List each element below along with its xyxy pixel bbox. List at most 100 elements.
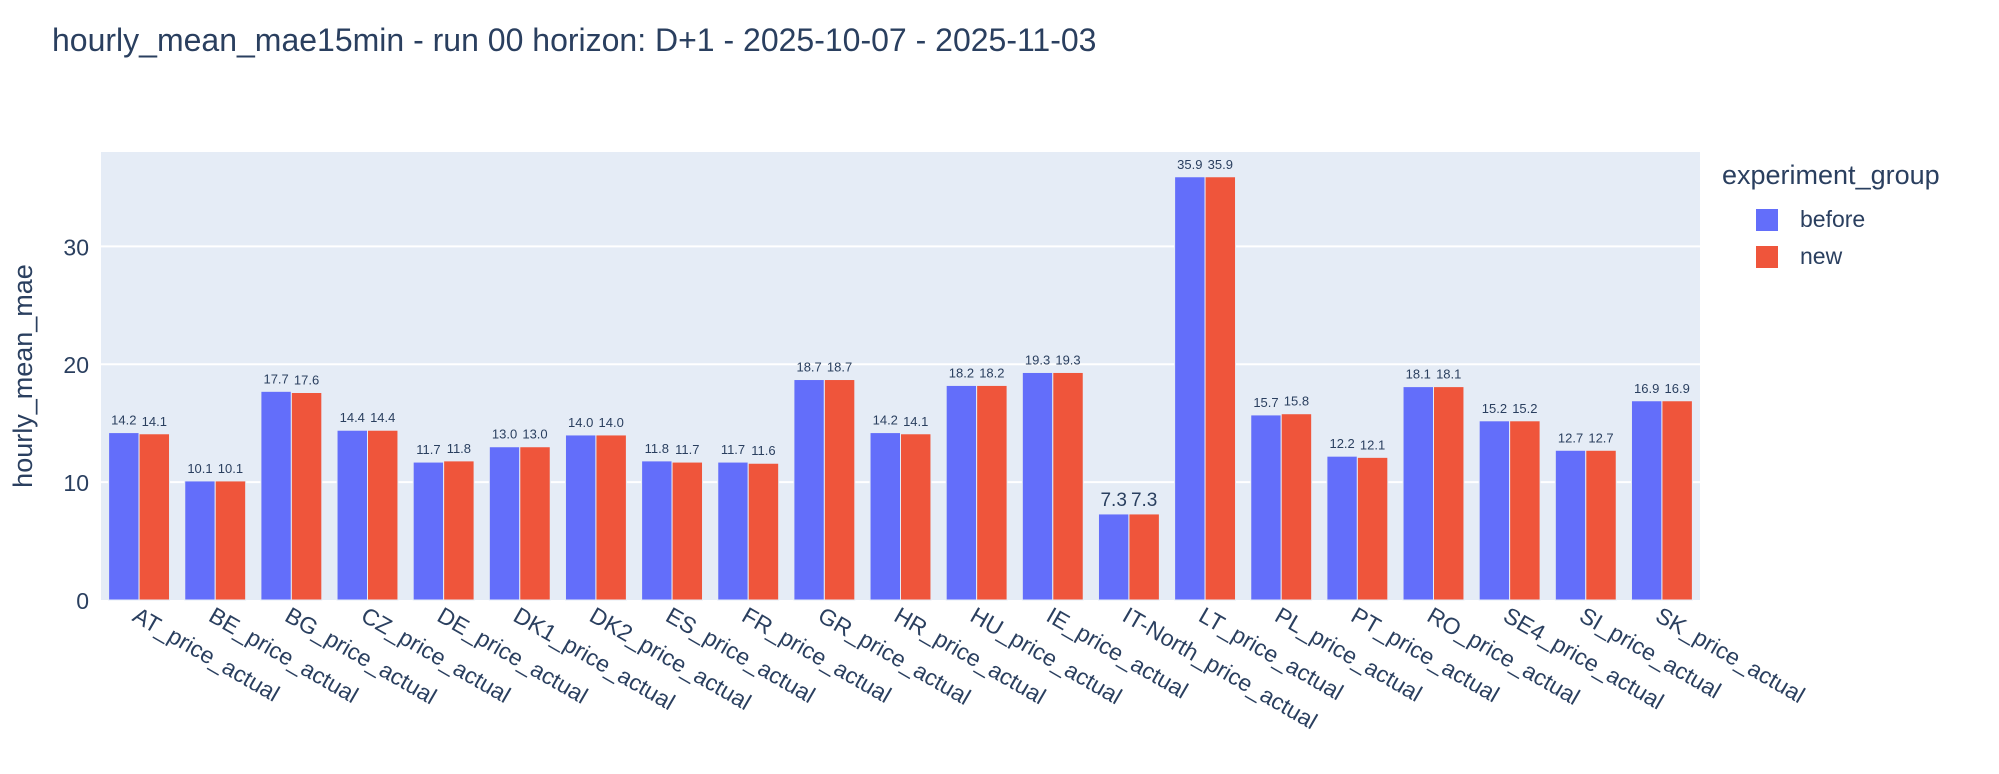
bar-new[interactable] <box>595 434 627 601</box>
bar-before[interactable] <box>336 429 368 601</box>
data-label: 15.2 <box>1512 401 1537 416</box>
bars[interactable] <box>108 176 1693 601</box>
data-label: 35.9 <box>1208 157 1233 172</box>
data-label: 7.3 <box>1100 490 1126 511</box>
bar-before[interactable] <box>1250 414 1282 601</box>
data-label: 11.7 <box>721 442 745 457</box>
data-label: 12.7 <box>1588 430 1613 445</box>
bar-new[interactable] <box>823 379 856 601</box>
bar-before[interactable] <box>793 379 825 601</box>
data-label: 13.0 <box>492 427 517 442</box>
data-label: 14.2 <box>111 413 136 428</box>
bar-before[interactable] <box>488 446 521 601</box>
data-label: 12.7 <box>1558 430 1583 445</box>
bar-new[interactable] <box>1128 513 1160 601</box>
data-label: 14.0 <box>568 415 593 430</box>
bar-new[interactable] <box>138 433 171 601</box>
data-labels: 14.2 14.1 10.1 10.1 17.7 17.6 14.4 14.4 11.7 11.8… <box>111 157 1690 511</box>
data-label: 13.0 <box>522 427 547 442</box>
data-label: 18.2 <box>979 365 1004 380</box>
bar-before[interactable] <box>1174 176 1206 601</box>
data-label: 18.1 <box>1406 367 1431 382</box>
y-axis-title: hourly_mean_mae <box>8 264 38 488</box>
data-label: 14.4 <box>370 410 395 425</box>
legend: experiment_group before new <box>1722 160 1940 275</box>
data-label: 10.1 <box>187 461 212 476</box>
data-label: 15.8 <box>1284 394 1309 409</box>
data-label: 18.7 <box>827 360 852 375</box>
bar-before[interactable] <box>717 461 749 601</box>
data-label: 12.1 <box>1360 437 1385 452</box>
data-label: 14.4 <box>340 410 365 425</box>
data-label: 14.1 <box>903 414 928 429</box>
bar-before[interactable] <box>641 460 673 601</box>
y-tick-label: 30 <box>63 234 89 260</box>
bar-new[interactable] <box>1280 413 1313 601</box>
bar-before[interactable] <box>1554 449 1587 601</box>
y-tick-label: 0 <box>76 588 89 614</box>
bar-before[interactable] <box>260 390 292 601</box>
data-label: 11.8 <box>447 441 471 456</box>
bar-new[interactable] <box>1661 400 1693 601</box>
data-label: 16.9 <box>1634 381 1659 396</box>
bar-new[interactable] <box>671 461 704 601</box>
bar-before[interactable] <box>1326 455 1358 601</box>
data-label: 18.7 <box>796 360 821 375</box>
bar-new[interactable] <box>519 446 551 601</box>
y-tick-label: 20 <box>63 352 89 378</box>
data-label: 14.2 <box>873 413 898 428</box>
bar-before[interactable] <box>1097 513 1130 601</box>
bar-before[interactable] <box>945 384 978 601</box>
bar-new[interactable] <box>1204 176 1237 601</box>
bar-new[interactable] <box>1509 420 1541 601</box>
data-label: 15.7 <box>1253 395 1278 410</box>
legend-item-before[interactable]: before <box>1722 201 1940 238</box>
legend-label-before: before <box>1800 206 1866 232</box>
bar-new[interactable] <box>1433 386 1465 601</box>
data-label: 14.1 <box>142 414 167 429</box>
data-label: 11.8 <box>645 441 669 456</box>
bar-new[interactable] <box>976 384 1008 601</box>
data-label: 16.9 <box>1665 381 1690 396</box>
data-label: 11.7 <box>416 442 440 457</box>
bar-before[interactable] <box>1021 371 1054 601</box>
data-label: 15.2 <box>1482 401 1507 416</box>
y-tick-label: 10 <box>63 470 89 496</box>
data-label: 11.7 <box>675 442 699 457</box>
bar-new[interactable] <box>1356 456 1389 601</box>
bar-new[interactable] <box>214 480 247 601</box>
data-label: 17.6 <box>294 373 319 388</box>
bar-before[interactable] <box>564 434 597 601</box>
legend-swatch-before <box>1756 208 1778 231</box>
chart-title: hourly_mean_mae15min - run 00 horizon: D… <box>52 22 1097 58</box>
legend-swatch-new <box>1756 245 1778 268</box>
data-label: 18.2 <box>949 365 974 380</box>
bar-new[interactable] <box>1052 371 1084 601</box>
bar-new[interactable] <box>443 460 475 601</box>
data-label: 12.2 <box>1329 436 1354 451</box>
bar-before[interactable] <box>869 432 901 601</box>
bar-new[interactable] <box>1585 449 1617 601</box>
data-label: 35.9 <box>1177 157 1202 172</box>
bar-before[interactable] <box>184 480 216 601</box>
bar-before[interactable] <box>1478 420 1511 601</box>
legend-label-new: new <box>1800 243 1843 269</box>
data-label: 14.0 <box>599 415 624 430</box>
data-label: 17.7 <box>263 371 288 386</box>
data-label: 19.3 <box>1025 352 1050 367</box>
data-label: 7.3 <box>1131 490 1157 511</box>
bar-before[interactable] <box>1630 400 1663 601</box>
bar-before[interactable] <box>108 432 140 601</box>
bar-new[interactable] <box>290 392 323 601</box>
bar-before[interactable] <box>412 461 445 601</box>
bar-new[interactable] <box>367 429 399 601</box>
bar-new[interactable] <box>747 462 780 601</box>
data-label: 11.6 <box>751 443 775 458</box>
data-label: 18.1 <box>1436 367 1461 382</box>
bar-before[interactable] <box>1402 386 1434 601</box>
legend-title: experiment_group <box>1722 160 1940 190</box>
data-label: 10.1 <box>218 461 243 476</box>
legend-item-new[interactable]: new <box>1722 238 1940 275</box>
bar-new[interactable] <box>900 433 932 601</box>
